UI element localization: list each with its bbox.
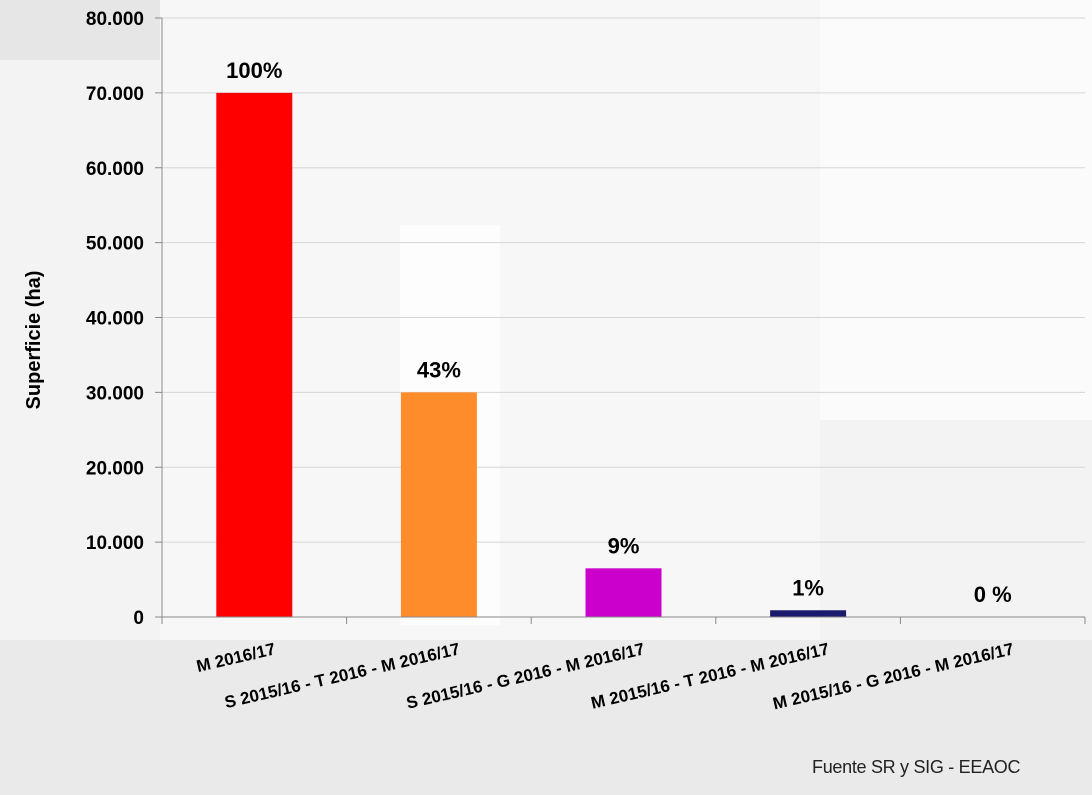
source-note: Fuente SR y SIG - EEAOC (812, 757, 1020, 778)
data-label: 9% (608, 533, 640, 558)
bars: 100% 43% 9% 1% 0 % (216, 58, 1011, 617)
y-axis: 0 10.000 20.000 30.000 40.000 50.000 60.000 70.… (86, 9, 162, 629)
data-label: 43% (417, 357, 461, 382)
gridlines (162, 18, 1085, 542)
y-tick-label: 0 (133, 608, 144, 629)
x-axis: M 2016/17S 2015/16 - T 2016 - M 2016/17S… (162, 617, 1085, 713)
y-tick-label: 80.000 (86, 9, 144, 30)
bar (216, 93, 292, 617)
y-tick-label: 60.000 (86, 159, 144, 180)
data-label: 1% (792, 575, 824, 600)
x-tick-label: M 2016/17 (195, 639, 278, 676)
y-axis-label: Superficie (ha) (23, 271, 45, 410)
y-tick-label: 10.000 (86, 533, 144, 554)
y-tick-label: 20.000 (86, 458, 144, 479)
y-tick-label: 40.000 (86, 309, 144, 330)
bar (401, 392, 477, 617)
bar (586, 568, 662, 617)
y-tick-label: 70.000 (86, 84, 144, 105)
data-label: 0 % (974, 582, 1012, 607)
y-tick-label: 30.000 (86, 383, 144, 404)
bar (770, 610, 846, 617)
y-tick-label: 50.000 (86, 234, 144, 255)
data-label: 100% (226, 58, 282, 83)
